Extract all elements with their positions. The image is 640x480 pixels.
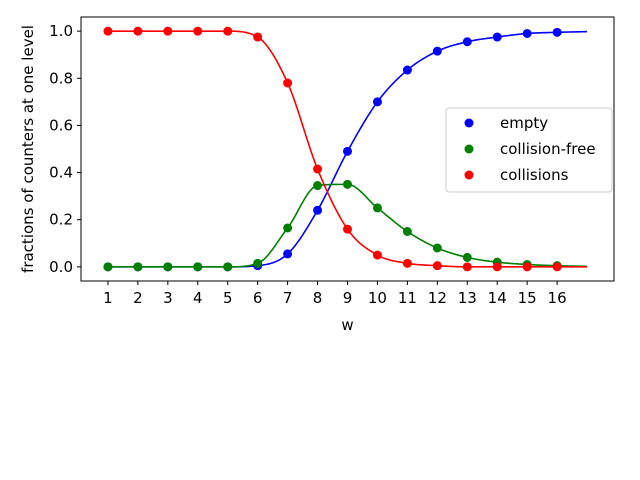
data-point-empty xyxy=(432,46,442,56)
x-tick-label: 9 xyxy=(343,289,353,307)
data-point-empty xyxy=(462,37,472,47)
data-point-collisions xyxy=(343,224,352,234)
data-point-collisions xyxy=(492,262,502,272)
y-axis-label: fractions of counters at one level xyxy=(19,25,37,273)
legend-box xyxy=(445,107,613,193)
y-tick-label: 0.6 xyxy=(49,116,73,134)
y-tick-label: 1.0 xyxy=(49,22,73,40)
series-points xyxy=(103,26,562,272)
x-tick-label: 10 xyxy=(368,289,387,307)
y-tick-label: 0.2 xyxy=(49,211,73,229)
data-point-empty xyxy=(283,249,293,259)
x-tick-label: 2 xyxy=(133,289,143,307)
data-point-collisions xyxy=(223,26,233,36)
data-point-empty xyxy=(343,146,352,156)
x-tick-label: 15 xyxy=(518,289,537,307)
data-point-collisions xyxy=(163,26,173,36)
data-point-empty xyxy=(492,32,502,42)
x-tick-label: 3 xyxy=(163,289,173,307)
legend-label-empty: empty xyxy=(500,114,548,132)
x-axis-label: w xyxy=(341,316,353,334)
data-point-collision-free xyxy=(372,203,382,213)
data-point-collisions xyxy=(552,262,562,272)
data-point-collisions xyxy=(133,26,143,36)
legend-label-collision-free: collision-free xyxy=(500,140,596,158)
legend: empty collision-free collisions xyxy=(445,107,613,193)
data-point-collisions xyxy=(103,26,113,36)
x-tick-label: 12 xyxy=(428,289,447,307)
data-point-collision-free xyxy=(432,243,442,253)
y-tick-label: 0.0 xyxy=(49,258,73,276)
x-tick-label: 1 xyxy=(103,289,113,307)
x-tick-label: 8 xyxy=(313,289,323,307)
data-point-collisions xyxy=(522,262,532,272)
data-point-collision-free xyxy=(163,262,173,272)
legend-marker-collision-free xyxy=(464,144,474,154)
data-point-collision-free xyxy=(103,262,113,272)
data-point-collisions xyxy=(253,32,263,42)
x-tick-label: 16 xyxy=(548,289,567,307)
data-point-collision-free xyxy=(462,252,472,262)
data-point-empty xyxy=(522,29,532,38)
data-point-collisions xyxy=(283,78,293,88)
x-tick-label: 6 xyxy=(253,289,263,307)
legend-marker-empty xyxy=(464,118,474,128)
data-point-collisions xyxy=(402,258,412,268)
data-point-collision-free xyxy=(313,181,323,191)
x-tick-label: 14 xyxy=(488,289,507,307)
data-point-empty xyxy=(402,65,412,75)
legend-label-collisions: collisions xyxy=(500,166,569,184)
y-tick-label: 0.4 xyxy=(49,164,73,182)
data-point-collision-free xyxy=(283,223,293,233)
x-tick-label: 11 xyxy=(398,289,417,307)
data-point-collisions xyxy=(462,262,472,272)
x-tick-label: 13 xyxy=(458,289,477,307)
data-point-collision-free xyxy=(402,227,412,236)
legend-marker-collisions xyxy=(464,170,474,180)
x-axis-ticks: 1 2 3 4 5 6 7 8 9 10 11 12 13 14 15 16 xyxy=(103,281,567,307)
x-tick-label: 7 xyxy=(283,289,293,307)
y-axis-ticks: 0.0 0.2 0.4 0.6 0.8 1.0 xyxy=(49,22,81,276)
data-point-collisions xyxy=(193,26,203,36)
x-tick-label: 5 xyxy=(223,289,233,307)
data-point-collision-free xyxy=(343,179,352,189)
data-point-collision-free xyxy=(223,262,233,272)
data-point-collision-free xyxy=(253,258,263,268)
data-point-empty xyxy=(552,27,562,37)
data-point-empty xyxy=(313,205,323,215)
data-point-empty xyxy=(372,97,382,107)
data-point-collisions xyxy=(372,250,382,260)
data-point-collisions xyxy=(313,164,323,174)
data-point-collisions xyxy=(432,261,442,271)
x-tick-label: 4 xyxy=(193,289,203,307)
data-point-collision-free xyxy=(133,262,143,272)
y-tick-label: 0.8 xyxy=(49,69,73,87)
data-point-collision-free xyxy=(193,262,203,272)
